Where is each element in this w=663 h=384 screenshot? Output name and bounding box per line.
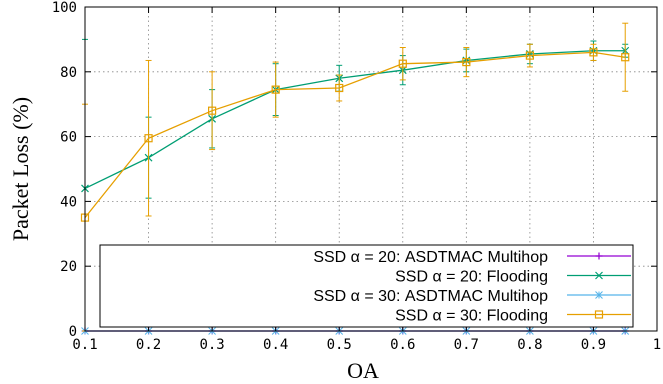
legend-box (99, 244, 634, 328)
x-tick-label: 0.8 (517, 337, 542, 353)
legend-marker (595, 291, 603, 299)
x-tick-label: 0.1 (72, 337, 97, 353)
y-tick-label: 40 (60, 194, 77, 210)
legend-marker (595, 271, 603, 280)
data-point (144, 134, 153, 143)
x-tick-label: 0.9 (581, 337, 606, 353)
x-axis-title: OA (347, 358, 379, 379)
legend-label: SSD α = 30: ASDTMAC Multihop (313, 288, 548, 305)
x-tick-label: 0.6 (390, 337, 415, 353)
x-tick-label: 0.7 (454, 337, 479, 353)
y-tick-label: 20 (60, 259, 77, 275)
y-tick-label: 60 (60, 130, 77, 146)
x-tick-label: 1 (653, 337, 661, 353)
legend-label: SSD α = 20: ASDTMAC Multihop (313, 249, 548, 266)
legend-label: SSD α = 20: Flooding (395, 269, 548, 286)
y-axis-title: Packet Loss (%) (8, 97, 33, 241)
data-point (621, 53, 630, 62)
data-point (271, 85, 280, 94)
data-point (525, 51, 534, 60)
legend-marker (594, 310, 604, 319)
y-tick-label: 100 (52, 0, 77, 16)
x-tick-label: 0.5 (327, 337, 352, 353)
plot-frame (84, 6, 658, 332)
legend: SSD α = 20: ASDTMAC Multihop SSD α = 20: … (99, 244, 634, 328)
series-line (84, 51, 626, 219)
legend-marker (595, 252, 603, 260)
x-tick-label: 0.3 (199, 337, 224, 353)
data-point (589, 48, 598, 57)
data-point (398, 59, 407, 68)
x-tick-label: 0.2 (136, 337, 161, 353)
data-point (208, 106, 217, 115)
data-point (335, 83, 344, 93)
legend-label: SSD α = 30: Flooding (395, 308, 548, 325)
y-tick-label: 0 (69, 324, 77, 340)
x-tick-label: 0.4 (263, 337, 288, 353)
data-point (462, 57, 471, 67)
series-line (84, 50, 626, 190)
y-tick-label: 80 (60, 65, 77, 81)
